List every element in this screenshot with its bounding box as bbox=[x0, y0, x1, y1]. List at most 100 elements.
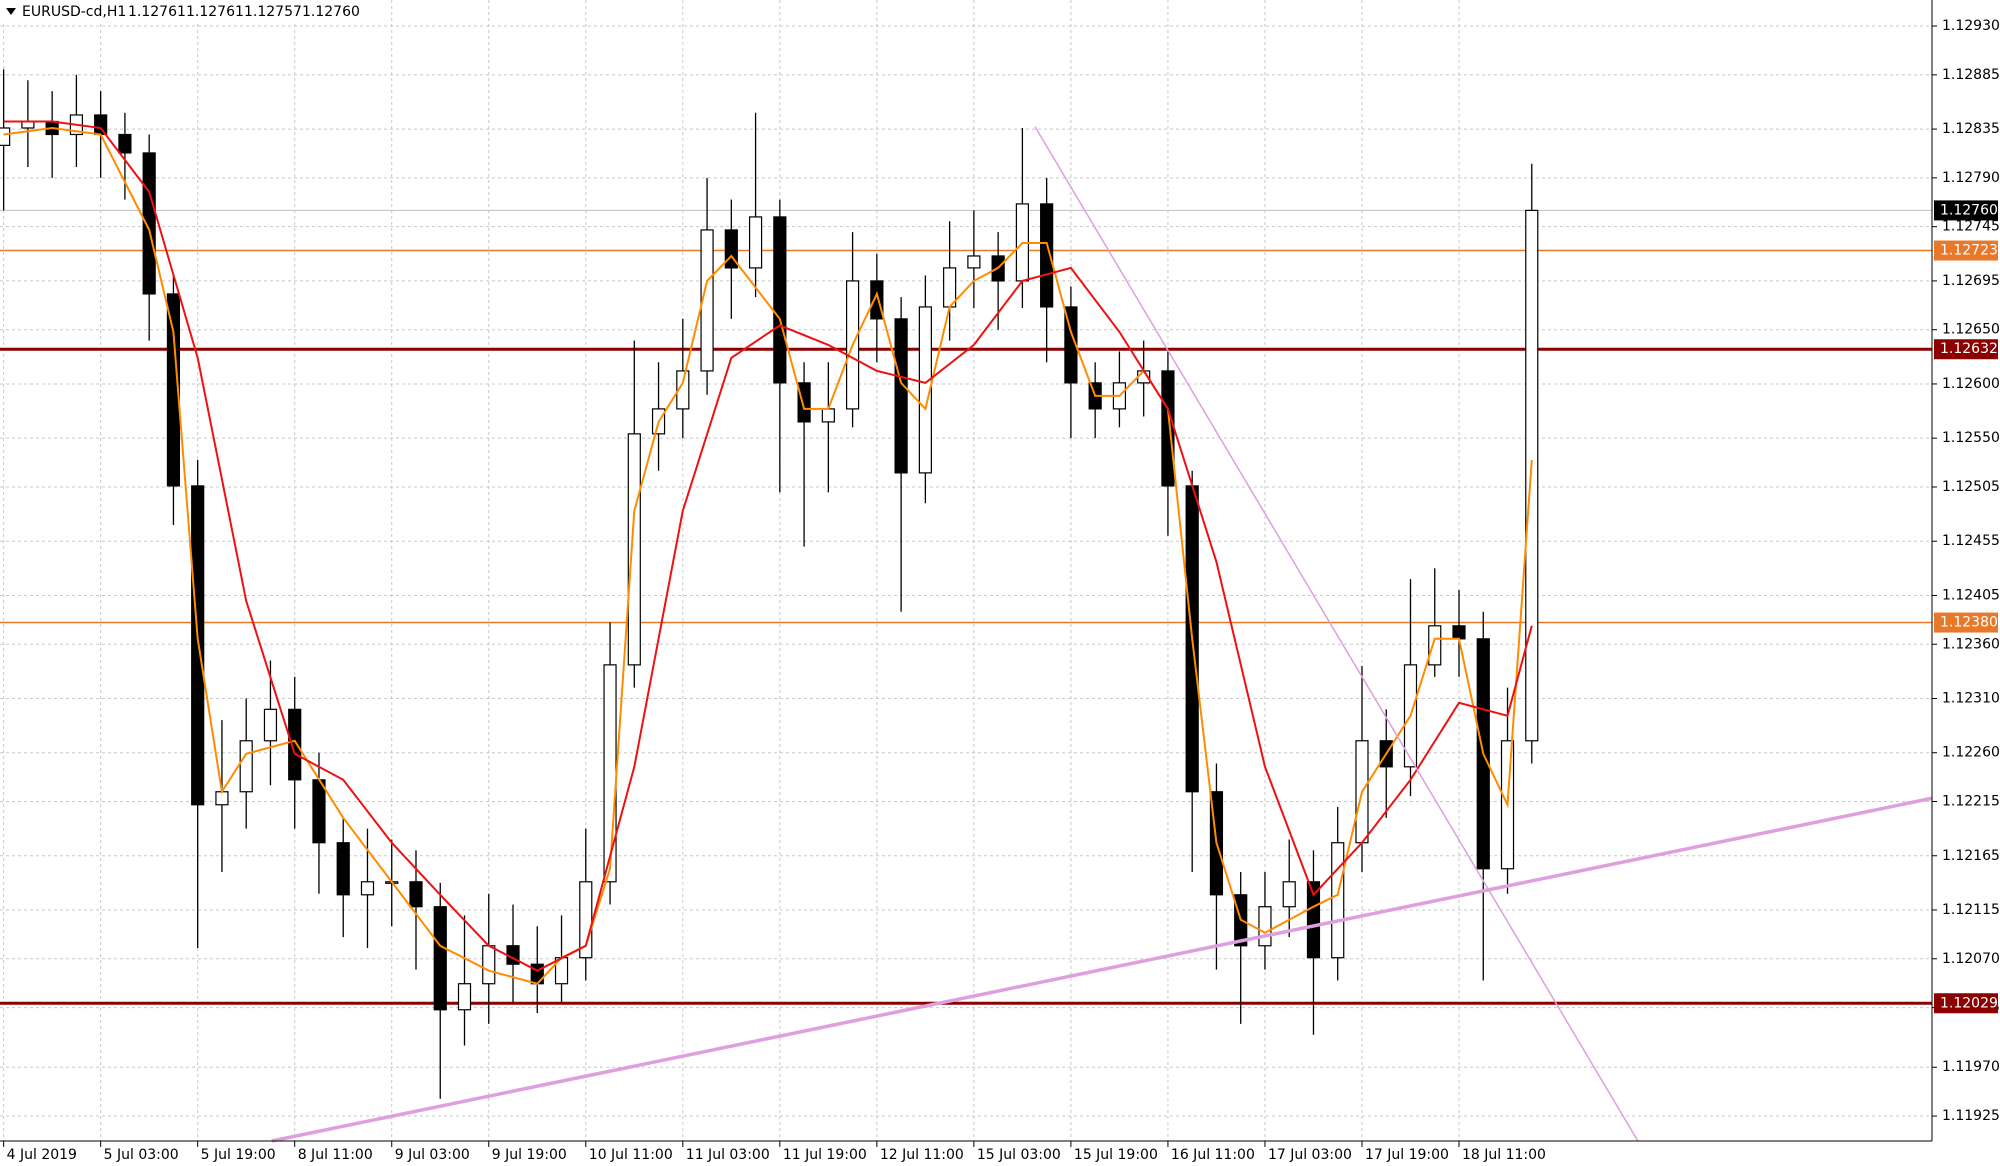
level-label-bg bbox=[1934, 240, 1998, 261]
candle-body bbox=[530, 963, 544, 985]
candle-body bbox=[457, 983, 472, 1011]
trendline bbox=[1034, 126, 1639, 1142]
last-price-bg bbox=[1934, 200, 1998, 221]
candle-body bbox=[700, 229, 714, 372]
candle-body bbox=[482, 945, 496, 985]
level-label: 1.12723 bbox=[1940, 243, 1998, 259]
candle-body bbox=[797, 382, 811, 423]
levels-layer bbox=[0, 209, 1932, 1005]
header-triangle bbox=[6, 8, 16, 15]
ma-line bbox=[3, 126, 1533, 985]
x-tick-label: 15 Jul 19:00 bbox=[1074, 1147, 1158, 1163]
header-bg bbox=[0, 0, 360, 24]
candle-body bbox=[748, 216, 763, 269]
level-label: 1.12632 bbox=[1940, 341, 1998, 357]
lines-layer bbox=[3, 120, 1933, 1143]
level-label-bg bbox=[1934, 612, 1998, 633]
candle-body bbox=[918, 306, 932, 474]
y-tick-label: 1.12215 bbox=[1942, 794, 2000, 810]
y-tick-label: 1.12790 bbox=[1942, 170, 2000, 186]
candle-body bbox=[1258, 906, 1272, 947]
x-tick-label: 17 Jul 19:00 bbox=[1365, 1147, 1449, 1163]
y-tick-label: 1.11925 bbox=[1942, 1108, 2000, 1124]
y-tick-label: 1.12310 bbox=[1942, 690, 2000, 706]
header-high: 1.12761 bbox=[186, 4, 244, 20]
y-tick-label: 1.12930 bbox=[1942, 18, 2000, 34]
candle-body bbox=[263, 708, 278, 742]
candle-body bbox=[821, 408, 835, 423]
candle-body bbox=[166, 293, 181, 487]
candle-body bbox=[1040, 203, 1054, 308]
x-tick-label: 8 Jul 11:00 bbox=[298, 1147, 373, 1163]
candle-body bbox=[312, 779, 326, 844]
x-tick-label: 9 Jul 19:00 bbox=[492, 1147, 567, 1163]
x-tick-label: 12 Jul 11:00 bbox=[880, 1147, 964, 1163]
trendline bbox=[271, 796, 1933, 1143]
y-tick-label: 1.12695 bbox=[1942, 273, 2000, 289]
candle-body bbox=[433, 906, 447, 1011]
y-tick-label: 1.12360 bbox=[1942, 636, 2000, 652]
y-tick-label: 1.12260 bbox=[1942, 745, 2000, 761]
candle-body bbox=[773, 216, 787, 384]
candle-body bbox=[870, 280, 884, 320]
y-tick-label: 1.12650 bbox=[1942, 322, 2000, 338]
y-tick-label: 1.12885 bbox=[1942, 67, 2000, 83]
y-tick-label: 1.12455 bbox=[1942, 533, 2000, 549]
x-tick-label: 17 Jul 03:00 bbox=[1268, 1147, 1352, 1163]
candle-body bbox=[336, 842, 350, 896]
candle-body bbox=[603, 664, 617, 883]
candle-body bbox=[239, 740, 253, 793]
x-tick-label: 11 Jul 03:00 bbox=[686, 1147, 770, 1163]
candle-body bbox=[1306, 881, 1321, 959]
candle-body bbox=[288, 708, 302, 781]
candle-body bbox=[894, 318, 908, 474]
x-tick-label: 4 Jul 2019 bbox=[7, 1147, 77, 1163]
candle-body bbox=[1161, 370, 1175, 487]
x-tick-label: 16 Jul 11:00 bbox=[1171, 1147, 1255, 1163]
candle-body bbox=[676, 370, 690, 410]
y-tick-label: 1.12835 bbox=[1942, 121, 2000, 137]
y-tick-label: 1.12070 bbox=[1942, 951, 2000, 967]
candle-body bbox=[360, 881, 375, 896]
x-tick-label: 5 Jul 19:00 bbox=[201, 1147, 276, 1163]
y-tick-label: 1.12745 bbox=[1942, 219, 2000, 235]
x-tick-label: 9 Jul 03:00 bbox=[395, 1147, 470, 1163]
y-tick-label: 1.12165 bbox=[1942, 848, 2000, 864]
candle-body bbox=[215, 791, 229, 806]
candle-body bbox=[1064, 306, 1078, 384]
y-tick-label: 1.12405 bbox=[1942, 587, 2000, 603]
candle-body bbox=[1452, 625, 1466, 640]
candle-body bbox=[967, 255, 981, 269]
level-label: 1.12029 bbox=[1940, 995, 1998, 1011]
x-tick-label: 5 Jul 03:00 bbox=[104, 1147, 179, 1163]
candle-body bbox=[0, 127, 11, 146]
x-tick-label: 10 Jul 11:00 bbox=[589, 1147, 673, 1163]
header-low: 1.12757 bbox=[244, 4, 302, 20]
header-close: 1.12760 bbox=[302, 4, 360, 20]
x-tick-label: 15 Jul 03:00 bbox=[977, 1147, 1061, 1163]
candle-body bbox=[1282, 881, 1296, 908]
candle-body bbox=[1525, 209, 1539, 742]
level-label-bg bbox=[1934, 339, 1998, 360]
candle-body bbox=[1428, 625, 1442, 666]
x-tick-label: 18 Jul 11:00 bbox=[1462, 1147, 1546, 1163]
candle-body bbox=[1331, 842, 1345, 959]
symbol-title: EURUSD-cd,H1 bbox=[22, 4, 126, 20]
x-tick-label: 11 Jul 19:00 bbox=[783, 1147, 867, 1163]
candle-body bbox=[409, 881, 423, 908]
level-label: 1.12380 bbox=[1940, 615, 1998, 631]
y-tick-label: 1.11970 bbox=[1942, 1059, 2000, 1075]
header: EURUSD-cd,H1 1.12761 1.12761 1.12757 1.1… bbox=[0, 0, 360, 24]
y-tick-label: 1.12600 bbox=[1942, 376, 2000, 392]
candle-body bbox=[627, 433, 641, 666]
candle-body bbox=[94, 114, 108, 136]
y-tick-label: 1.12115 bbox=[1942, 902, 2000, 918]
candle-body bbox=[191, 485, 205, 806]
ma-line bbox=[3, 120, 1533, 972]
header-open: 1.12761 bbox=[128, 4, 186, 20]
y-tick-label: 1.12550 bbox=[1942, 430, 2000, 446]
candle-body bbox=[118, 133, 132, 154]
